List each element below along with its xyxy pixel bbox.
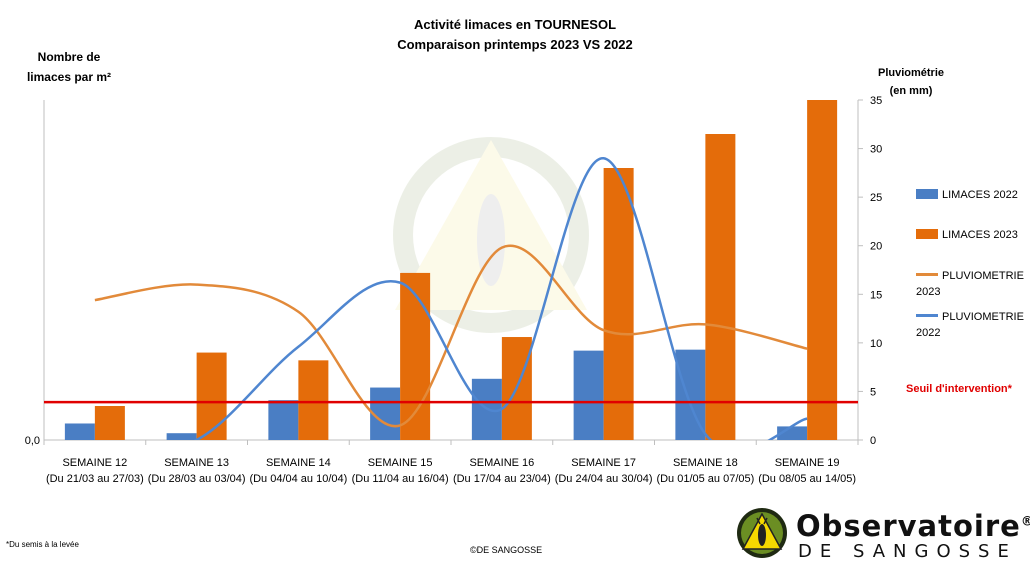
observatoire-logo: Observatoire® DE SANGOSSE [734,505,1030,562]
bar-limaces-2023 [603,168,634,440]
x-category-label: SEMAINE 13 (Du 28/03 au 03/04) [145,455,249,487]
left-tick-label: 0,0 [25,435,40,447]
week-label: SEMAINE 13 [164,457,230,469]
bar-limaces-2022 [64,423,95,440]
x-category-label: SEMAINE 17 (Du 24/04 au 30/04) [552,455,656,487]
right-tick-label: 25 [870,192,882,204]
right-tick-label: 20 [870,241,882,253]
right-tick-label: 5 [870,386,876,398]
slug-warning-icon [737,508,787,558]
line-pluviometrie-2023 [94,244,808,428]
week-period: (Du 21/03 au 27/03) [45,473,144,485]
bar-limaces-2023 [196,352,227,440]
right-tick-label: 30 [870,144,882,156]
legend-swatch-limaces-2023 [916,229,938,239]
week-period: (Du 11/04 au 16/04) [351,473,449,485]
bar-limaces-2022 [573,350,604,440]
x-category-label: SEMAINE 16 (Du 17/04 au 23/04) [450,455,554,487]
x-category-label: SEMAINE 12 (Du 21/03 au 27/03) [43,455,147,487]
legend-swatch-limaces-2022 [916,189,938,199]
bars [64,100,838,440]
x-category-label: SEMAINE 19 (Du 08/05 au 14/05) [755,455,859,487]
watermark-logo [393,137,589,333]
week-label: SEMAINE 16 [469,457,535,469]
bar-limaces-2022 [166,433,197,440]
threshold-label: Seuil d'intervention* [906,383,1012,395]
right-tick-label: 15 [870,289,882,301]
week-label: SEMAINE 14 [265,457,331,469]
week-period: (Du 28/03 au 03/04) [147,473,246,485]
bar-limaces-2023 [94,406,125,440]
logo-subtitle: DE SANGOSSE [798,541,1017,562]
right-tick-label: 10 [870,338,882,350]
legend-pluvio-2022: PLUVIOMETRIE 2022 [916,311,1024,339]
bar-limaces-2022 [370,387,401,440]
bar-limaces-2023 [705,134,736,440]
x-category-label: SEMAINE 15 (Du 11/04 au 16/04) [348,455,452,487]
week-label: SEMAINE 17 [571,457,637,469]
right-tick-label: 0 [870,435,876,447]
bar-limaces-2023 [807,100,838,440]
week-label: SEMAINE 18 [672,457,738,469]
week-label: SEMAINE 15 [367,457,433,469]
chart-subtitle: Comparaison printemps 2023 VS 2022 [397,37,633,52]
right-tick-label: 35 [870,95,882,107]
bar-limaces-2022 [268,400,299,440]
logo-wordmark: Observatoire® [796,509,1030,543]
bar-limaces-2023 [400,272,431,440]
legend-swatch-pluvio-2022 [916,314,938,317]
copyright-credit: ©DE SANGOSSE [470,545,543,555]
legend-swatch-pluvio-2023 [916,273,938,276]
bar-limaces-2023 [298,360,329,440]
week-period: (Du 17/04 au 23/04) [452,473,551,485]
left-axis-label: Nombre de limaces par m² [26,50,112,84]
chart-title: Activité limaces en TOURNESOL [413,17,617,32]
x-category-label: SEMAINE 18 (Du 01/05 au 07/05) [653,455,757,487]
legend-pluvio-2023: PLUVIOMETRIE 2023 [916,270,1024,298]
legend-limaces-2023: LIMACES 2023 [916,227,1018,243]
week-period: (Du 04/04 au 10/04) [249,473,348,485]
week-label: SEMAINE 12 [62,457,128,469]
week-period: (Du 24/04 au 30/04) [554,473,653,485]
footnote: *Du semis à la levée [6,540,79,549]
week-period: (Du 08/05 au 14/05) [758,473,857,485]
week-label: SEMAINE 19 [774,457,840,469]
legend-limaces-2022: LIMACES 2022 [916,187,1018,203]
x-category-label: SEMAINE 14 (Du 04/04 au 10/04) [246,455,350,487]
week-period: (Du 01/05 au 07/05) [656,473,755,485]
right-axis-label: Pluviométrie (en mm) [877,67,945,97]
